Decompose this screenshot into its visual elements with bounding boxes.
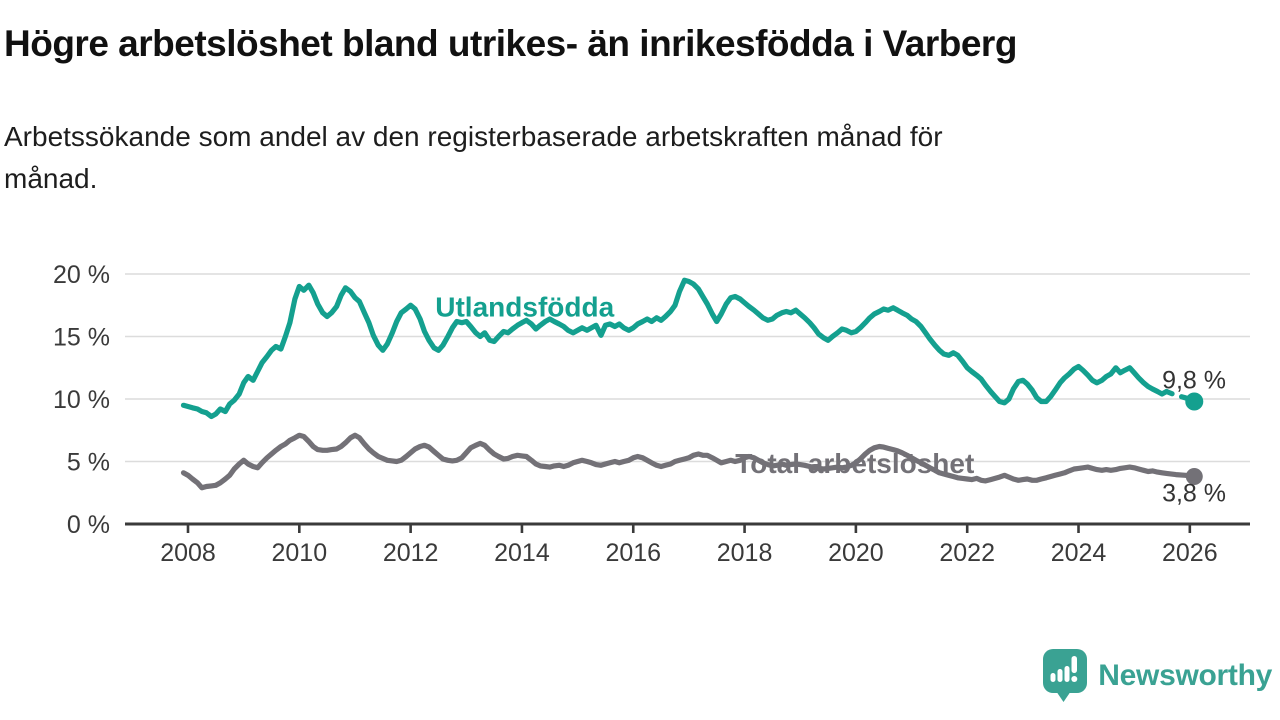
brand-footer: Newsworthy xyxy=(1042,648,1272,704)
chart-subtitle: Arbetssökande som andel av den registerb… xyxy=(4,116,1204,200)
y-tick-label: 5 % xyxy=(67,449,110,477)
y-tick-label: 10 % xyxy=(53,386,110,414)
x-tick-label: 2022 xyxy=(939,539,995,567)
subtitle-line-2: månad. xyxy=(4,163,98,194)
series-label-1: Total arbetslöshet xyxy=(735,448,974,479)
x-tick-label: 2016 xyxy=(605,539,661,567)
series-end-value-label-1: 3,8 % xyxy=(1162,480,1226,508)
series-line-0 xyxy=(180,277,1170,420)
x-tick-label: 2026 xyxy=(1162,539,1218,567)
x-tick-label: 2010 xyxy=(272,539,328,567)
series-end-value-label-0: 9,8 % xyxy=(1162,367,1226,395)
series-end-dot-0 xyxy=(1185,392,1204,411)
y-tick-label: 20 % xyxy=(53,261,110,289)
x-tick-label: 2024 xyxy=(1051,539,1107,567)
subtitle-line-1: Arbetssökande som andel av den registerb… xyxy=(4,121,943,152)
series-end-dot-1 xyxy=(1185,468,1203,485)
line-chart: 20 % 15 % 10 % 5 % 0 % 2008 2010 2012 2014 2016 20… xyxy=(53,261,1250,567)
brand-name: Newsworthy xyxy=(1098,659,1272,692)
x-tick-label: 2014 xyxy=(494,539,550,567)
y-tick-label: 15 % xyxy=(53,324,110,352)
y-tick-label: 0 % xyxy=(67,511,110,539)
x-tick-label: 2012 xyxy=(383,539,439,567)
series-line-dashed-0 xyxy=(1163,388,1197,405)
x-tick-label: 2020 xyxy=(828,539,884,567)
series-line-1 xyxy=(180,432,1197,491)
x-tick-label: 2008 xyxy=(160,539,216,567)
x-tick-label: 2018 xyxy=(717,539,773,567)
page-title: Högre arbetslöshet bland utrikes- än inr… xyxy=(4,23,1017,64)
newsworthy-logo-icon xyxy=(1043,649,1088,702)
series-label-0: Utlandsfödda xyxy=(435,292,614,323)
